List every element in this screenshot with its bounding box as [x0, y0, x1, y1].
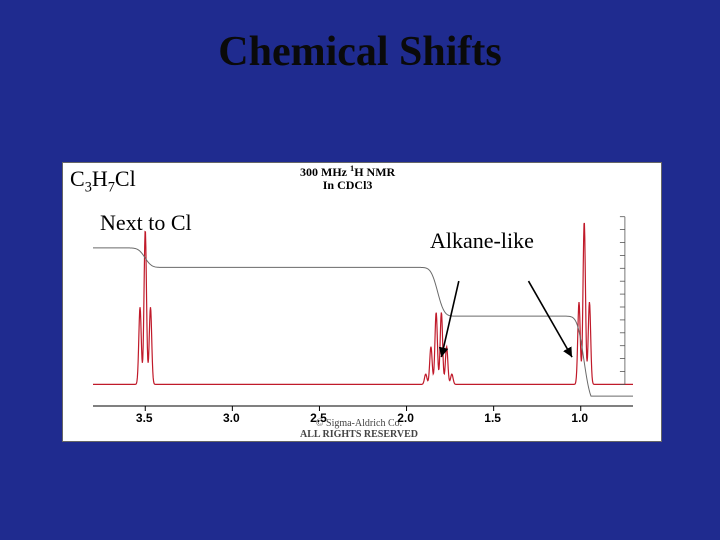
nmr-spectrum-chart [62, 162, 662, 442]
spectrum-svg [63, 163, 663, 443]
instrument-label: 300 MHz 1H NMR In CDCl3 [300, 164, 395, 192]
label-next-to-cl: Next to Cl [100, 210, 192, 236]
xaxis-tick-label: 2.5 [310, 411, 327, 425]
xaxis-tick-label: 3.0 [223, 411, 240, 425]
page-title: Chemical Shifts [0, 28, 720, 76]
xaxis-tick-label: 3.5 [136, 411, 153, 425]
compound-formula: C3H7Cl [70, 166, 136, 196]
slide: Chemical Shifts C3H7Cl Next to Cl Alkane… [0, 0, 720, 540]
xaxis-tick-label: 2.0 [397, 411, 414, 425]
xaxis-tick-label: 1.5 [484, 411, 501, 425]
xaxis-tick-label: 1.0 [571, 411, 588, 425]
label-alkane-like: Alkane-like [430, 228, 534, 254]
